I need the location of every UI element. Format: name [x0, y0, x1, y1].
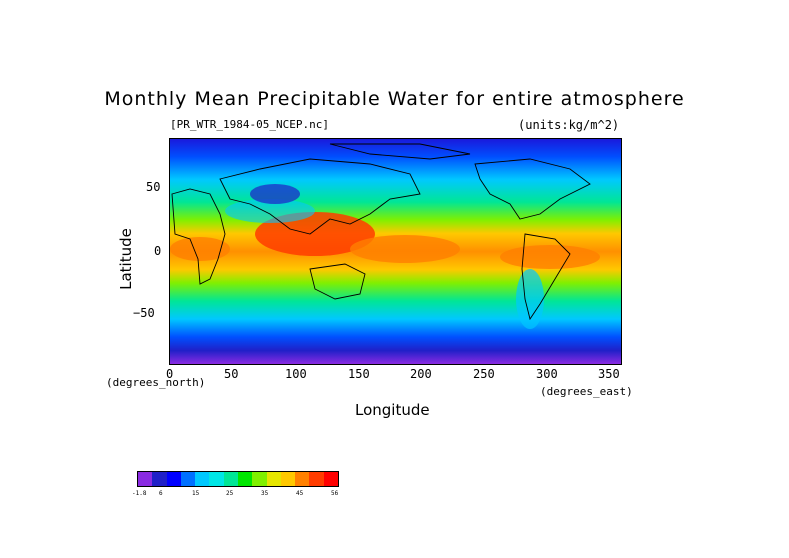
coastlines	[171, 143, 591, 321]
map-title: Monthly Mean Precipitable Water for enti…	[104, 88, 685, 110]
y-tick-50: 50	[146, 180, 161, 194]
x-units-left: (degrees_north)	[106, 376, 206, 389]
colorbar-swatch	[180, 472, 196, 486]
y-tick-neg50: −50	[133, 306, 155, 320]
x-units-right: (degrees_east)	[540, 385, 633, 398]
colorbar-swatch	[266, 472, 281, 486]
colorbar-swatch	[309, 472, 324, 486]
colorbar-label: 25	[226, 490, 234, 497]
x-tick-200: 200	[410, 367, 432, 381]
colorbar-label: 45	[296, 490, 304, 497]
x-tick-0: 0	[166, 367, 174, 381]
precipitable-water-map	[169, 138, 622, 365]
colorbar-label: -1.8	[132, 490, 147, 497]
x-tick-300: 300	[536, 367, 558, 381]
colorbar-label: 56	[331, 490, 339, 497]
x-axis-label: Longitude	[355, 401, 430, 419]
colorbar-swatch	[195, 472, 210, 486]
colorbar-swatch	[295, 472, 310, 486]
file-label: [PR_WTR_1984-05_NCEP.nc]	[170, 118, 329, 131]
colorbar-swatch	[209, 472, 224, 486]
y-tick-0: 0	[154, 244, 162, 258]
x-tick-50: 50	[224, 367, 239, 381]
x-tick-100: 100	[285, 367, 307, 381]
colorbar-swatch	[237, 472, 253, 486]
map-canvas	[170, 139, 621, 364]
colorbar-swatch	[152, 472, 167, 486]
colorbar-swatch	[223, 472, 238, 486]
colorbar-label: 35	[261, 490, 269, 497]
colorbar-swatch	[166, 472, 181, 486]
colorbar-swatch	[252, 472, 267, 486]
x-tick-350: 350	[598, 367, 620, 381]
colorbar-swatch	[280, 472, 296, 486]
colorbar	[137, 471, 339, 487]
colorbar-label: 6	[159, 490, 163, 497]
units-label: (units:kg/m^2)	[518, 118, 620, 132]
y-axis-label: Latitude	[116, 228, 135, 290]
x-tick-150: 150	[348, 367, 370, 381]
x-tick-250: 250	[473, 367, 495, 381]
colorbar-swatch	[323, 472, 338, 486]
colorbar-label: 15	[192, 490, 200, 497]
colorbar-swatch	[138, 472, 153, 486]
